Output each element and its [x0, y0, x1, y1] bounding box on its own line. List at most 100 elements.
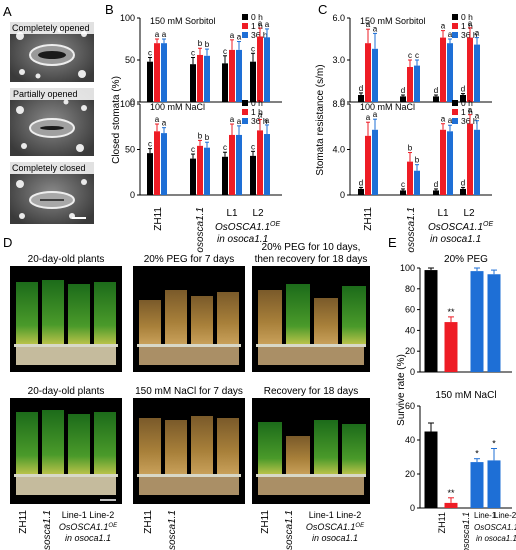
c-xlabel-l2: L2	[463, 208, 475, 219]
c-xlabel-mutant: ososca1.1	[406, 207, 417, 253]
bar	[222, 63, 228, 102]
significance-letter: d	[461, 85, 465, 94]
significance-letter: c	[251, 44, 255, 53]
bar	[470, 271, 484, 372]
bar	[264, 134, 270, 195]
significance-letter: a	[237, 33, 242, 42]
bar	[250, 155, 256, 195]
significance-letter: a	[162, 119, 167, 128]
significance-letter: d	[401, 86, 405, 95]
legend-swatch	[242, 100, 248, 106]
y-tick-label: 50	[125, 145, 135, 155]
bar	[447, 131, 453, 195]
bar	[467, 37, 473, 102]
y-tick-label: 20	[405, 469, 415, 479]
d-xlabel-oe-1: OsOSCA1.1OE	[59, 522, 118, 532]
d-xlabel-in-1: in osoca1.1	[65, 533, 111, 543]
photo-title-3b: then recovery for 18 days	[255, 254, 368, 265]
significance-letter: c	[191, 48, 195, 57]
y-tick-label: 0	[130, 97, 135, 107]
significance-letter: c	[408, 51, 412, 60]
significance-letter: a	[265, 20, 270, 29]
bar	[197, 54, 203, 102]
significance-letter: b	[205, 133, 210, 142]
bar	[190, 158, 196, 195]
legend-label: 0 h	[461, 98, 473, 108]
c-x-labels: ZH11 ososca1.1 L1 L2 OsOSCA1.1OE in osoc…	[363, 207, 493, 253]
significance-letter: a	[237, 117, 242, 126]
ylabel-stomata-resistance: Stomata resistance (s/m)	[315, 64, 326, 175]
chart-title: 20% PEG	[444, 254, 488, 265]
e-xlabel-in: in osoca1.1	[476, 534, 516, 543]
significance-letter: d	[359, 178, 363, 187]
bar	[460, 95, 466, 102]
y-tick-label: 0	[410, 503, 415, 513]
chart-e-peg: 0 20 40 60 80 100 20% PEG **	[400, 254, 512, 377]
photo-title-3a: 20% PEG for 10 days,	[262, 242, 361, 253]
y-tick-label: 50	[125, 55, 135, 65]
bar	[487, 460, 501, 508]
y-tick-label: 20	[405, 346, 415, 356]
bar	[407, 67, 413, 102]
y-tick-label: 40	[405, 435, 415, 445]
d-xlabel-zh11-3: ZH11	[260, 510, 271, 534]
y-tick-label: 0	[340, 97, 345, 107]
significance-letter: a	[441, 22, 446, 31]
significance-letter: a	[155, 115, 160, 124]
b-xlabel-oe: OsOSCA1.1OE	[215, 221, 280, 233]
y-tick-label: 0	[410, 367, 415, 377]
bar	[250, 61, 256, 102]
significance-letter: a	[448, 30, 453, 39]
legend-label: 0 h	[461, 12, 473, 22]
b-xlabel-mutant: ososca1.1	[195, 207, 206, 253]
y-tick-label: 0	[130, 190, 135, 200]
significance-letter: d	[434, 86, 438, 95]
plant-photo-6: Recovery for 18 days	[252, 386, 370, 504]
y-tick-label: 8.0	[332, 99, 345, 109]
bar	[204, 147, 210, 195]
significance-letter: a	[366, 113, 371, 122]
legend-swatch	[452, 118, 458, 124]
y-tick-label: 40	[405, 325, 415, 335]
bar	[474, 129, 480, 195]
significance-letter: d	[461, 178, 465, 187]
legend-swatch	[452, 109, 458, 115]
plant-photo-2: 20% PEG for 7 days	[133, 254, 245, 372]
legend-label: 36 h	[251, 116, 268, 126]
bar	[264, 37, 270, 102]
bar	[154, 131, 160, 195]
d-xlabel-zh11-2: ZH11	[143, 510, 154, 534]
bar	[147, 153, 153, 195]
photo-title-6: Recovery for 18 days	[264, 386, 359, 397]
significance-letter: a	[162, 30, 167, 39]
c-xlabel-oe: OsOSCA1.1OE	[428, 221, 493, 233]
bar	[161, 133, 167, 195]
legend-swatch	[452, 23, 458, 29]
bar	[444, 502, 458, 508]
y-tick-label: 100	[120, 13, 135, 23]
significance-letter: a	[475, 112, 480, 121]
d-xlabel-in-3: in osoca1.1	[312, 533, 358, 543]
legend-swatch	[242, 23, 248, 29]
y-tick-label: 80	[405, 284, 415, 294]
stoma-image-partial: Partially opened	[10, 88, 94, 156]
significance-stars: *	[492, 439, 496, 449]
significance-letter: c	[401, 180, 405, 189]
legend-swatch	[452, 32, 458, 38]
significance-letter: a	[448, 116, 453, 125]
bar	[440, 129, 446, 195]
bar	[372, 129, 378, 195]
significance-letter: d	[359, 84, 363, 93]
legend-label: 36 h	[461, 30, 478, 40]
significance-letter: c	[251, 142, 255, 151]
panel-a: A Completely opened Partially opened	[3, 4, 94, 224]
e-xlabel-zh11: ZH11	[437, 512, 447, 533]
legend-label: 1 h	[251, 21, 263, 31]
y-tick-label: 60	[405, 305, 415, 315]
b-xlabel-l2: L2	[252, 208, 264, 219]
d-xlabel-lines-3: Line-1 Line-2	[309, 510, 362, 520]
chart-title: 100 mM NaCl	[360, 102, 415, 112]
bar	[236, 49, 242, 102]
